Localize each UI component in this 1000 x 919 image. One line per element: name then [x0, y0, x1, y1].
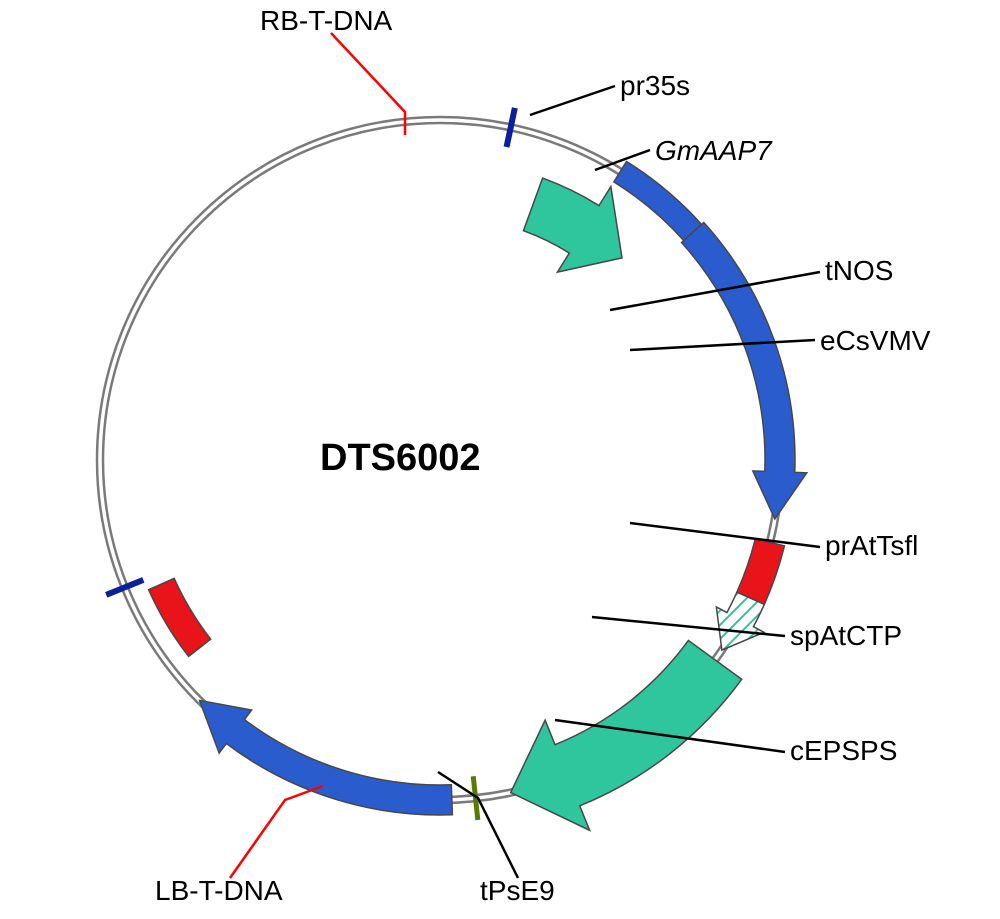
label-tnos: tNOS — [825, 255, 893, 286]
leader-ecsvmv — [630, 340, 815, 350]
plasmid-name: DTS6002 — [320, 437, 481, 479]
label-prattsfl: prAtTsfl — [825, 530, 918, 561]
label-lb-t-dna: LB-T-DNA — [155, 875, 283, 906]
leader-pr35s — [530, 86, 615, 115]
feature-prattsfl: prAtTsfl — [511, 523, 919, 830]
feature-tpse9: tPsE9 — [149, 578, 555, 906]
feature-inner-green-arrow — [523, 178, 622, 272]
leader-lb-t-dna — [230, 786, 323, 878]
leader-prattsfl — [630, 523, 820, 547]
feature-gmaap7: GmAAP7 — [595, 135, 807, 519]
label-ecsvmv: eCsVMV — [820, 325, 931, 356]
label-pr35s: pr35s — [620, 70, 690, 101]
label-spatctp: spAtCTP — [790, 620, 902, 651]
label-rb-t-dna: RB-T-DNA — [260, 5, 393, 36]
label-cepsps: cEPSPS — [790, 735, 897, 766]
label-gmaap7: GmAAP7 — [655, 135, 773, 166]
label-tpse9: tPsE9 — [480, 875, 555, 906]
